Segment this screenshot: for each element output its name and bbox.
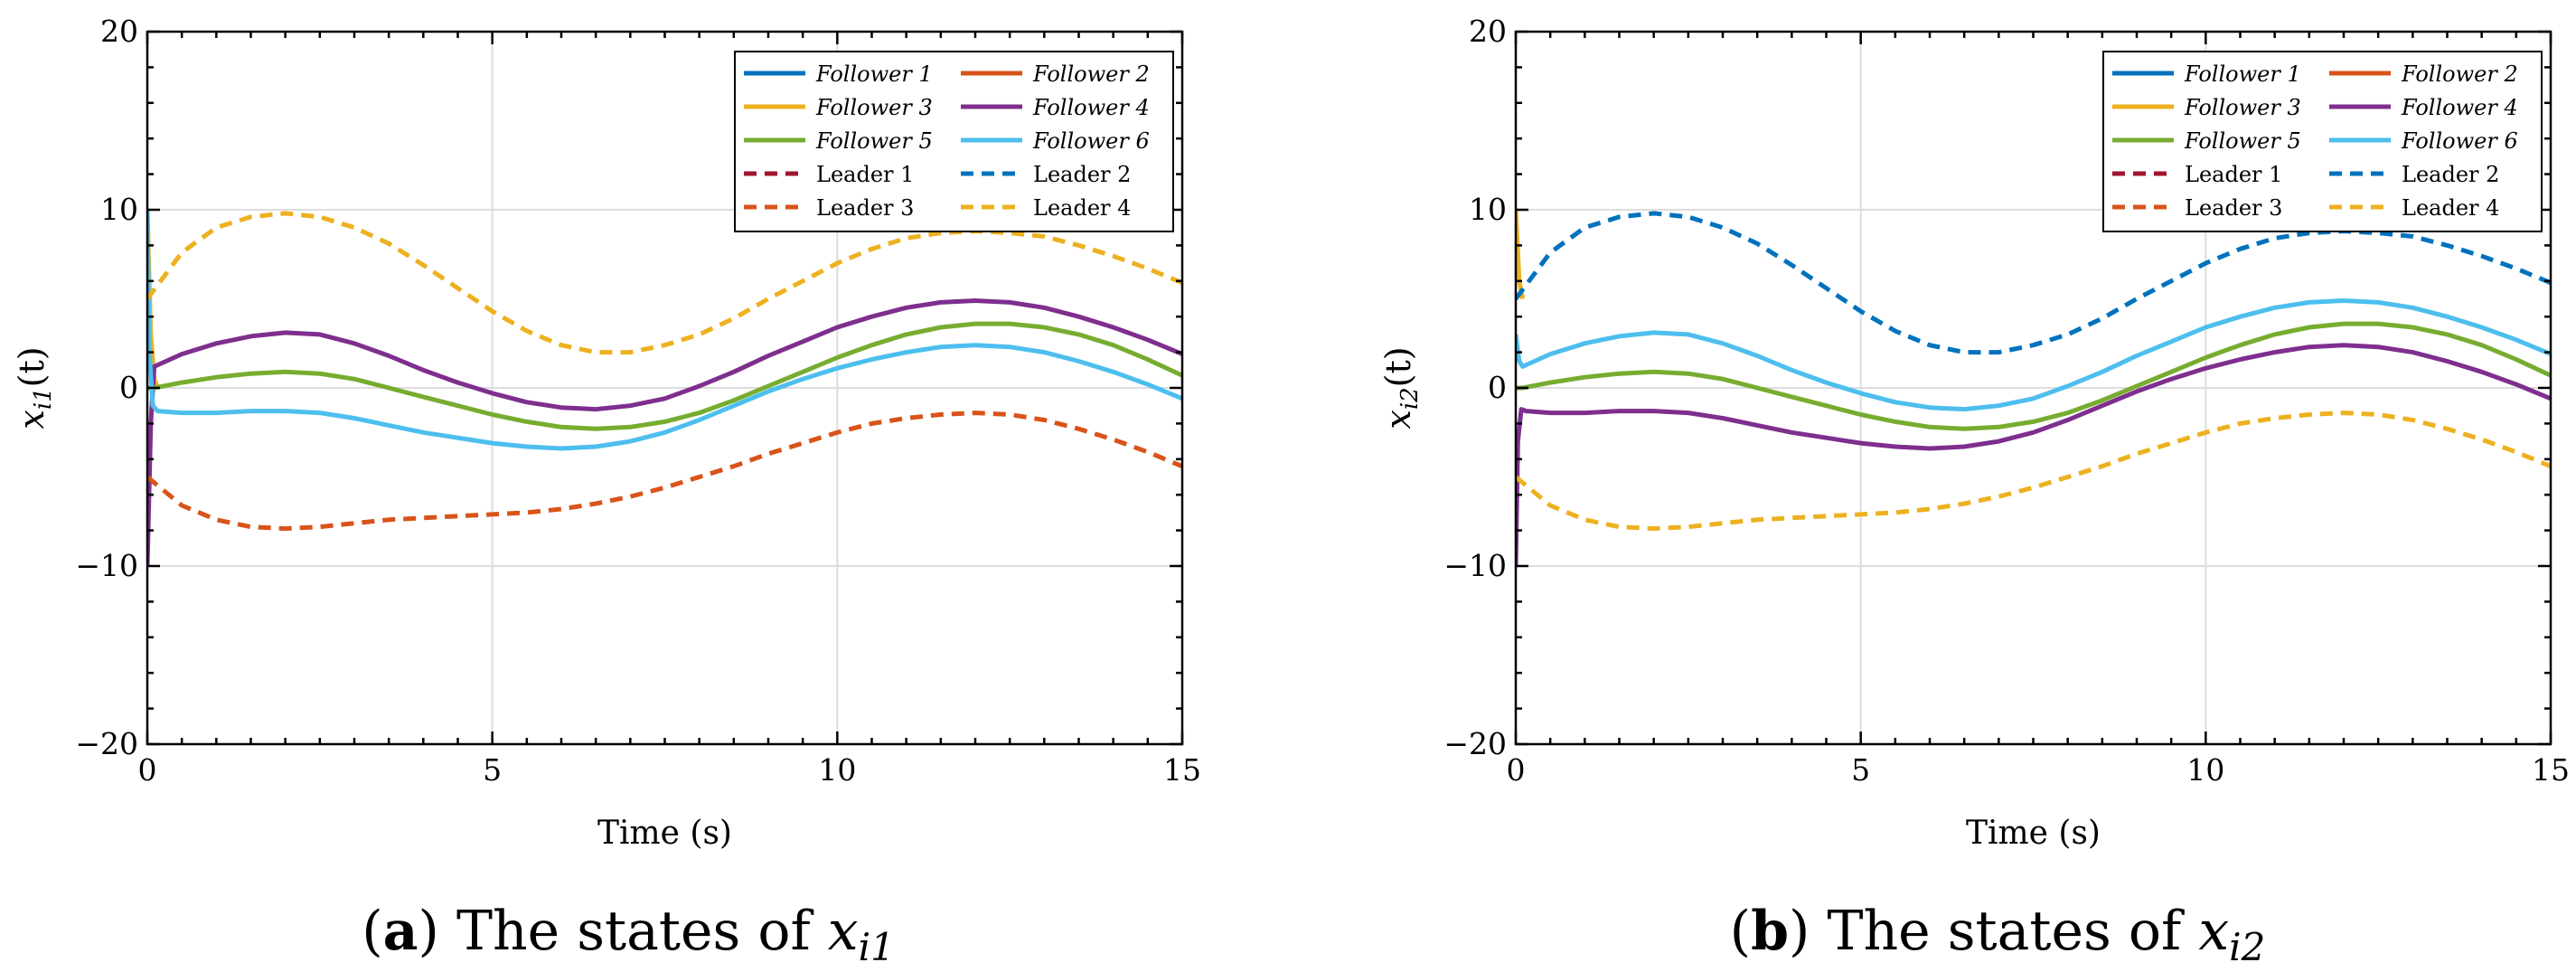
legend-label: Leader 2 xyxy=(2402,162,2499,187)
series-group xyxy=(147,209,1182,567)
series-line-5 xyxy=(147,209,1182,451)
legend-label: Leader 2 xyxy=(1033,162,1131,187)
caption-paren-close: ) xyxy=(418,900,456,963)
y-axis-label: xi2(t) xyxy=(1378,346,1424,429)
legend-label: Follower 6 xyxy=(2401,128,2518,154)
caption-sub: i1 xyxy=(859,925,895,969)
y-tick-label: 20 xyxy=(100,14,138,49)
legend-label: Leader 4 xyxy=(1033,195,1131,221)
series-line-5 xyxy=(1516,298,2551,412)
y-tick-label: −20 xyxy=(1443,726,1507,761)
caption: (a) The states of xi1 xyxy=(362,900,895,969)
x-tick-label: 10 xyxy=(818,752,856,788)
legend-label: Leader 1 xyxy=(2185,162,2282,187)
y-axis-label-var: x xyxy=(1378,410,1418,429)
y-axis-label-arg: (t) xyxy=(1378,346,1418,387)
y-tick-label: 0 xyxy=(1488,370,1507,405)
caption-var: x xyxy=(828,900,859,963)
legend-label: Leader 3 xyxy=(2185,195,2282,221)
caption-var: x xyxy=(2198,900,2229,963)
legend-label: Follower 3 xyxy=(2184,95,2301,120)
y-tick-label: −10 xyxy=(1443,548,1507,583)
caption-paren-close: ) xyxy=(1789,900,1827,963)
legend-label: Follower 4 xyxy=(2401,95,2518,120)
y-tick-label: 0 xyxy=(119,370,138,405)
x-axis-label: Time (s) xyxy=(597,815,732,852)
series-line-9 xyxy=(147,211,1182,355)
legend-box xyxy=(734,51,1174,232)
legend-label: Leader 1 xyxy=(816,162,914,187)
x-tick-label: 15 xyxy=(1163,752,1201,788)
legend-label: Follower 2 xyxy=(1032,61,1150,87)
legend-label: Follower 6 xyxy=(1032,128,1150,154)
y-axis-label-arg: (t) xyxy=(12,346,52,387)
y-tick-label: 10 xyxy=(1469,192,1507,227)
caption: (b) The states of xi2 xyxy=(1730,900,2266,969)
caption-text: The states of xyxy=(456,900,828,963)
series-line-4 xyxy=(147,321,1182,431)
y-axis-label-sub: i1 xyxy=(30,387,57,410)
x-tick-label: 0 xyxy=(138,752,157,788)
x-tick-label: 10 xyxy=(2186,752,2224,788)
series-group xyxy=(1516,209,2551,567)
y-axis-label: xi1(t) xyxy=(12,346,57,429)
caption-paren-open: ( xyxy=(362,900,382,963)
y-tick-label: 10 xyxy=(100,192,138,227)
x-tick-label: 5 xyxy=(483,752,502,788)
x-tick-label: 15 xyxy=(2532,752,2570,788)
caption-letter: b xyxy=(1751,900,1789,963)
legend-label: Follower 3 xyxy=(815,95,933,120)
x-tick-label: 0 xyxy=(1507,752,1526,788)
caption-letter: a xyxy=(383,900,418,963)
y-tick-label: 20 xyxy=(1469,14,1507,49)
caption-sub: i2 xyxy=(2229,925,2265,969)
legend-label: Leader 3 xyxy=(816,195,914,221)
series-line-3 xyxy=(1516,343,2551,567)
legend-label: Follower 1 xyxy=(2184,61,2301,87)
y-axis-label-sub: i2 xyxy=(1396,387,1424,410)
legend-label: Follower 1 xyxy=(815,61,933,87)
legend-label: Follower 2 xyxy=(2401,61,2518,87)
x-tick-label: 5 xyxy=(1851,752,1870,788)
series-line-7 xyxy=(1516,211,2551,355)
legend-box xyxy=(2102,51,2543,232)
y-tick-label: −20 xyxy=(75,726,138,761)
y-tick-label: −10 xyxy=(75,548,138,583)
series-line-3 xyxy=(147,298,1182,567)
x-axis-label: Time (s) xyxy=(1966,815,2101,852)
legend-label: Follower 5 xyxy=(2184,128,2301,154)
caption-text: The states of xyxy=(1828,900,2199,963)
caption-paren-open: ( xyxy=(1730,900,1751,963)
legend-label: Follower 4 xyxy=(1032,95,1150,120)
legend-label: Leader 4 xyxy=(2402,195,2499,221)
legend-label: Follower 5 xyxy=(815,128,933,154)
y-axis-label-var: x xyxy=(12,410,52,429)
series-line-4 xyxy=(1516,321,2551,431)
